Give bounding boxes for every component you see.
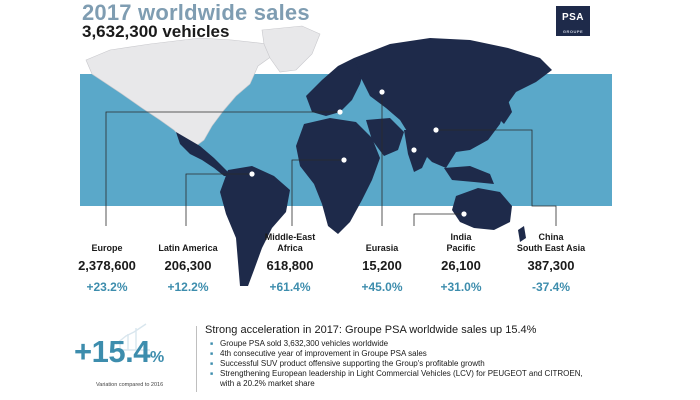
central-america-shape — [176, 132, 232, 176]
divider — [196, 326, 197, 392]
region-name: China South East Asia — [516, 232, 586, 253]
india-pacific-dot — [461, 211, 467, 217]
region-change: +23.2% — [86, 280, 128, 294]
region-change: +31.0% — [440, 280, 482, 294]
region-name: Latin America — [158, 243, 218, 253]
china-dot — [433, 127, 439, 133]
bullet-item: Strengthening European leadership in Lig… — [210, 369, 590, 389]
middle-east-africa-connector — [291, 159, 344, 226]
region-value: 15,200 — [362, 258, 402, 273]
europe-dot — [337, 109, 343, 115]
region-name: Middle-East Africa — [264, 232, 316, 253]
china-connector — [436, 129, 557, 226]
psa-logo: PSA GROUPE — [556, 6, 590, 36]
page-title: 2017 worldwide sales — [82, 0, 310, 25]
region-change: +12.2% — [167, 280, 209, 294]
summary-bullets: Groupe PSA sold 3,632,300 vehicles world… — [210, 339, 590, 389]
bullet-item: Successful SUV product offensive support… — [210, 359, 590, 369]
region-value: 2,378,600 — [78, 258, 136, 273]
europe-connector — [105, 111, 340, 226]
south-america-shape — [220, 166, 290, 286]
region-change: -37.4% — [531, 280, 571, 294]
region-name: Europe — [91, 243, 123, 253]
region-name: Eurasia — [365, 243, 399, 253]
greenland-shape — [261, 25, 321, 73]
region-value: 387,300 — [527, 258, 575, 273]
region-value: 206,300 — [164, 258, 212, 273]
region-value: 618,800 — [266, 258, 314, 273]
region-change: +61.4% — [269, 280, 311, 294]
region-name: India Pacific — [446, 232, 476, 253]
latin-america-dot — [249, 171, 255, 177]
bullet-item: Groupe PSA sold 3,632,300 vehicles world… — [210, 339, 590, 349]
logo-text: PSA — [561, 12, 585, 23]
big-percent: % — [149, 349, 164, 366]
africa-shape — [296, 118, 380, 234]
growth-chart-icon — [114, 323, 150, 351]
middle-east-africa-dot — [341, 157, 347, 163]
variation-caption: Variation compared to 2016 — [96, 382, 164, 388]
eurasia-dot — [379, 89, 385, 95]
japan-shape — [498, 100, 512, 124]
india-pacific-connector — [413, 213, 464, 226]
bullet-item: 4th consecutive year of improvement in G… — [210, 349, 590, 359]
summary-headline: Strong acceleration in 2017: Groupe PSA … — [205, 324, 537, 336]
asia-shape — [354, 38, 552, 168]
europe-shape — [306, 58, 366, 116]
se-asia-shape — [444, 166, 494, 184]
india-dot — [411, 147, 417, 153]
middle-east-shape — [366, 118, 404, 156]
logo-subtext: GROUPE — [562, 29, 584, 34]
new-zealand-shape — [518, 226, 526, 242]
latin-america-connector — [185, 173, 252, 226]
region-value: 26,100 — [441, 258, 481, 273]
australia-shape — [452, 188, 512, 230]
india-shape — [404, 130, 432, 172]
page-subtitle: 3,632,300 vehicles — [82, 22, 230, 41]
region-change: +45.0% — [361, 280, 403, 294]
big-number: +15.4 — [74, 334, 150, 369]
north-america-shape — [85, 37, 273, 147]
growth-figure: +15.4% — [74, 328, 194, 388]
